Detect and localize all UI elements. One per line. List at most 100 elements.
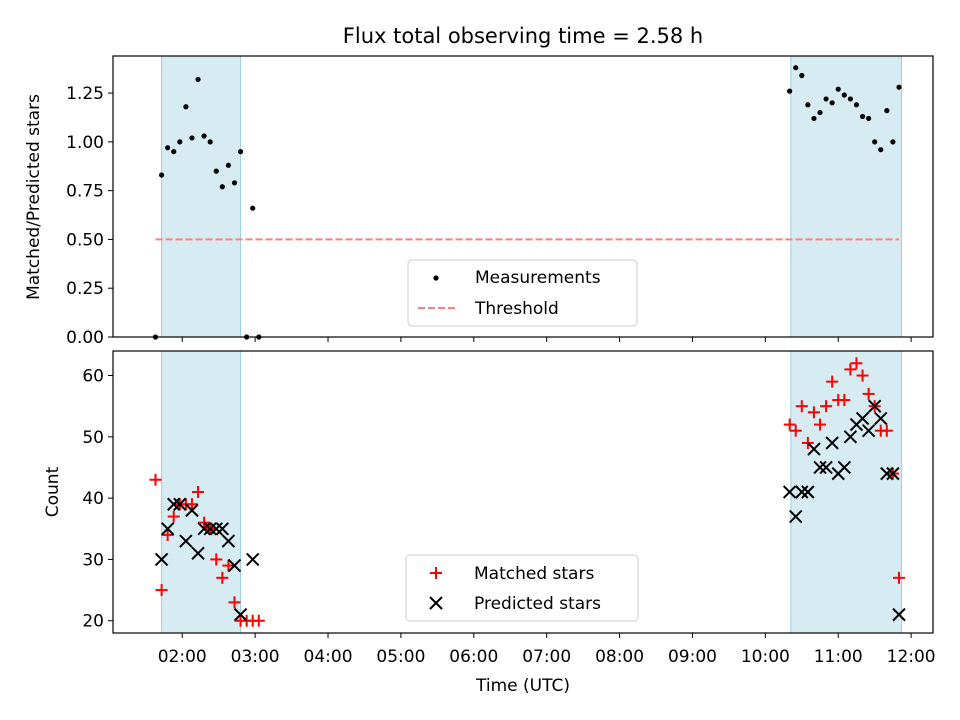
point-predicted-stars: [173, 497, 187, 511]
point-predicted-stars: [197, 522, 211, 536]
x-tick-label: 06:00: [449, 647, 498, 667]
point-predicted-stars: [167, 497, 181, 511]
point-matched-stars: [862, 387, 875, 400]
point-predicted-stars: [855, 411, 870, 426]
point-measurements: [811, 115, 817, 122]
y-axis-label-ratio: Matched/Predicted stars: [24, 94, 44, 300]
point-matched-stars: [167, 510, 180, 523]
x-tick-label: 02:00: [158, 647, 207, 667]
point-measurements: [841, 92, 847, 98]
point-measurements: [835, 86, 841, 92]
point-measurements: [823, 96, 829, 102]
legend-label-measurements: Measurements: [475, 268, 601, 288]
panel-ratio: 0.00 0.25 0.50 0.75 1.00 1.25 Measurements Th…: [24, 55, 934, 348]
panel-count: 20 30 40 50 60 Matched stars Predicted stars…: [43, 350, 934, 634]
point-measurements: [189, 135, 195, 141]
point-predicted-stars: [819, 460, 833, 475]
chart-title: Flux total observing time = 2.58 h: [343, 24, 703, 48]
point-matched-stars: [856, 369, 869, 382]
point-predicted-stars: [837, 460, 852, 475]
y-tick-label: 1.25: [66, 84, 104, 104]
point-measurements: [183, 104, 189, 110]
legend-ratio: Measurements Threshold: [407, 259, 638, 327]
point-predicted-stars: [789, 509, 803, 524]
point-matched-stars: [198, 516, 211, 529]
x-tick-label: 09:00: [668, 647, 717, 667]
point-predicted-stars: [185, 503, 199, 518]
point-matched-stars: [222, 559, 235, 572]
point-predicted-stars: [874, 411, 888, 426]
point-predicted-stars: [203, 522, 217, 536]
y-tick-label: 60: [82, 367, 104, 387]
panel-ratio-frame: [112, 55, 934, 338]
point-measurements: [177, 139, 183, 145]
point-measurements: [896, 84, 902, 90]
point-matched-stars: [210, 553, 223, 566]
point-matched-stars: [228, 596, 241, 609]
point-matched-stars: [795, 400, 808, 413]
point-matched-stars: [185, 498, 198, 511]
point-measurements: [195, 76, 201, 83]
panel-count-frame: [112, 350, 934, 634]
point-measurements: [225, 162, 232, 168]
x-tick-label: 11:00: [814, 647, 863, 667]
point-predicted-stars: [245, 552, 260, 567]
x-tick-label: 07:00: [522, 647, 571, 667]
point-predicted-stars: [215, 522, 230, 536]
point-matched-stars: [880, 424, 893, 437]
legend-count: Matched stars Predicted stars: [405, 554, 639, 622]
point-measurements: [847, 96, 853, 102]
point-predicted-stars: [813, 460, 827, 475]
legend-label-threshold: Threshold: [474, 299, 559, 319]
point-measurements: [171, 149, 177, 155]
point-matched-stars: [149, 473, 162, 486]
point-matched-stars: [814, 418, 827, 431]
point-matched-stars: [801, 436, 814, 449]
point-predicted-stars: [154, 552, 169, 567]
point-measurements: [787, 88, 793, 94]
point-measurements: [890, 139, 896, 145]
point-measurements: [165, 145, 171, 151]
point-measurements: [219, 184, 225, 190]
point-measurements: [853, 102, 860, 108]
point-predicted-stars: [861, 423, 876, 438]
point-matched-stars: [252, 614, 265, 627]
x-tick-label: 10:00: [741, 647, 790, 667]
y-tick-label: 40: [82, 489, 104, 509]
observing-span-1: [161, 55, 242, 338]
point-measurements: [817, 109, 823, 116]
point-measurements: [207, 139, 213, 145]
x-tick-label: 08:00: [595, 647, 644, 667]
point-predicted-stars: [191, 546, 205, 561]
point-matched-stars: [826, 375, 839, 388]
point-measurements: [859, 113, 866, 120]
point-predicted-stars: [795, 485, 809, 499]
y-axis-label-count: Count: [43, 466, 63, 517]
y-tick-label: 50: [82, 428, 104, 448]
legend-label-predicted-stars: Predicted stars: [474, 594, 601, 614]
y-tick-label: 1.00: [66, 133, 104, 153]
point-matched-stars: [192, 486, 205, 498]
point-measurements: [201, 133, 207, 139]
point-measurements: [213, 168, 219, 174]
point-predicted-stars: [825, 436, 839, 450]
point-matched-stars: [838, 394, 851, 407]
point-predicted-stars: [801, 485, 815, 499]
y-tick-label: 0.00: [66, 328, 104, 348]
y-tick-label: 0.50: [66, 230, 104, 250]
point-predicted-stars: [867, 399, 882, 413]
point-measurements: [805, 102, 811, 108]
point-matched-stars: [844, 363, 857, 376]
observing-span-2: [790, 55, 902, 338]
x-tick-label: 05:00: [376, 647, 425, 667]
point-predicted-stars: [782, 485, 797, 499]
point-measurements: [237, 149, 244, 155]
point-predicted-stars: [233, 607, 248, 622]
y-tick-label: 0.25: [66, 279, 104, 299]
point-measurements: [872, 139, 878, 145]
point-measurements: [793, 65, 799, 71]
x-tick-label: 12:00: [887, 647, 936, 667]
legend-marker-predicted-stars: [429, 596, 443, 610]
point-predicted-stars: [221, 534, 236, 548]
